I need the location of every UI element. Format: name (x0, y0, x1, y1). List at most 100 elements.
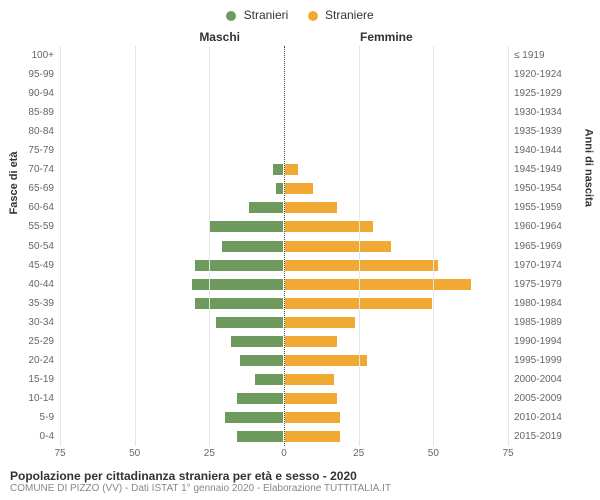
legend-swatch-male (226, 11, 236, 21)
male-bar (209, 220, 284, 233)
x-tick: 50 (428, 448, 439, 459)
age-label: 60-64 (28, 198, 54, 217)
birth-label: 2010-2014 (514, 408, 562, 427)
male-bars (60, 46, 284, 446)
gridline (508, 46, 509, 446)
legend-female: Straniere (308, 8, 374, 22)
birth-label: 1960-1964 (514, 217, 562, 236)
age-label: 80-84 (28, 122, 54, 141)
age-label: 30-34 (28, 313, 54, 332)
gridline (359, 46, 360, 446)
age-label: 100+ (31, 46, 54, 65)
female-bar (284, 411, 341, 424)
chart-subtitle: COMUNE DI PIZZO (VV) - Dati ISTAT 1° gen… (10, 483, 590, 494)
male-bar (221, 240, 284, 253)
birth-label: 1990-1994 (514, 332, 562, 351)
birth-label: 1970-1974 (514, 256, 562, 275)
birth-label: 1955-1959 (514, 198, 562, 217)
male-bar (215, 316, 284, 329)
x-tick: 0 (281, 448, 287, 459)
male-bar (224, 411, 284, 424)
birth-label: 1965-1969 (514, 237, 562, 256)
age-label: 85-89 (28, 103, 54, 122)
gridline (433, 46, 434, 446)
chart-title: Popolazione per cittadinanza straniera p… (10, 469, 590, 483)
birth-label: 1950-1954 (514, 179, 562, 198)
gridline (60, 46, 61, 446)
age-label: 0-4 (40, 427, 54, 446)
y-axis-right: ≤ 19191920-19241925-19291930-19341935-19… (510, 46, 595, 446)
male-bar (248, 201, 284, 214)
female-bar (284, 240, 392, 253)
age-label: 55-59 (28, 217, 54, 236)
gridline (135, 46, 136, 446)
female-bar (284, 392, 338, 405)
birth-label: 2005-2009 (514, 389, 562, 408)
birth-label: 1985-1989 (514, 313, 562, 332)
legend-label-male: Stranieri (244, 8, 289, 22)
legend-label-female: Straniere (325, 8, 374, 22)
age-label: 70-74 (28, 160, 54, 179)
birth-label: 1930-1934 (514, 103, 562, 122)
male-bar (275, 182, 284, 195)
female-bar (284, 316, 356, 329)
center-divider (284, 46, 285, 446)
chart-area (60, 46, 508, 446)
male-bar (191, 278, 284, 291)
legend-male: Stranieri (226, 8, 288, 22)
female-bars (284, 46, 508, 446)
age-label: 35-39 (28, 294, 54, 313)
birth-label: 1940-1944 (514, 141, 562, 160)
female-bar (284, 335, 338, 348)
female-bar (284, 182, 314, 195)
age-label: 50-54 (28, 237, 54, 256)
gridline (209, 46, 210, 446)
birth-label: 1935-1939 (514, 122, 562, 141)
female-bar (284, 163, 299, 176)
female-bar (284, 220, 374, 233)
male-bar (272, 163, 284, 176)
age-label: 10-14 (28, 389, 54, 408)
birth-label: 1920-1924 (514, 65, 562, 84)
birth-label: 1945-1949 (514, 160, 562, 179)
male-bar (236, 392, 284, 405)
birth-label: 1925-1929 (514, 84, 562, 103)
column-header-female: Femmine (360, 30, 413, 44)
age-label: 45-49 (28, 256, 54, 275)
age-label: 15-19 (28, 370, 54, 389)
female-bar (284, 259, 439, 272)
birth-label: 2000-2004 (514, 370, 562, 389)
female-bar (284, 354, 368, 367)
age-label: 95-99 (28, 65, 54, 84)
birth-label: 1995-1999 (514, 351, 562, 370)
male-bar (239, 354, 284, 367)
birth-label: ≤ 1919 (514, 46, 545, 65)
age-label: 75-79 (28, 141, 54, 160)
age-label: 25-29 (28, 332, 54, 351)
age-label: 20-24 (28, 351, 54, 370)
y-axis-left: 100+95-9990-9485-8980-8475-7970-7465-696… (0, 46, 58, 446)
x-tick: 25 (204, 448, 215, 459)
legend: Stranieri Straniere (0, 8, 600, 22)
legend-swatch-female (308, 11, 318, 21)
female-bar (284, 201, 338, 214)
age-label: 5-9 (40, 408, 54, 427)
x-tick: 75 (502, 448, 513, 459)
male-bar (194, 259, 284, 272)
age-label: 40-44 (28, 275, 54, 294)
birth-label: 1975-1979 (514, 275, 562, 294)
footer: Popolazione per cittadinanza straniera p… (10, 469, 590, 494)
x-axis: 7550250255075 (60, 448, 508, 464)
birth-label: 2015-2019 (514, 427, 562, 446)
x-tick: 75 (54, 448, 65, 459)
male-bar (236, 430, 284, 443)
male-bar (194, 297, 284, 310)
male-bar (254, 373, 284, 386)
age-label: 90-94 (28, 84, 54, 103)
x-tick: 50 (129, 448, 140, 459)
female-bar (284, 430, 341, 443)
female-bar (284, 373, 335, 386)
age-label: 65-69 (28, 179, 54, 198)
column-header-male: Maschi (199, 30, 240, 44)
female-bar (284, 278, 472, 291)
